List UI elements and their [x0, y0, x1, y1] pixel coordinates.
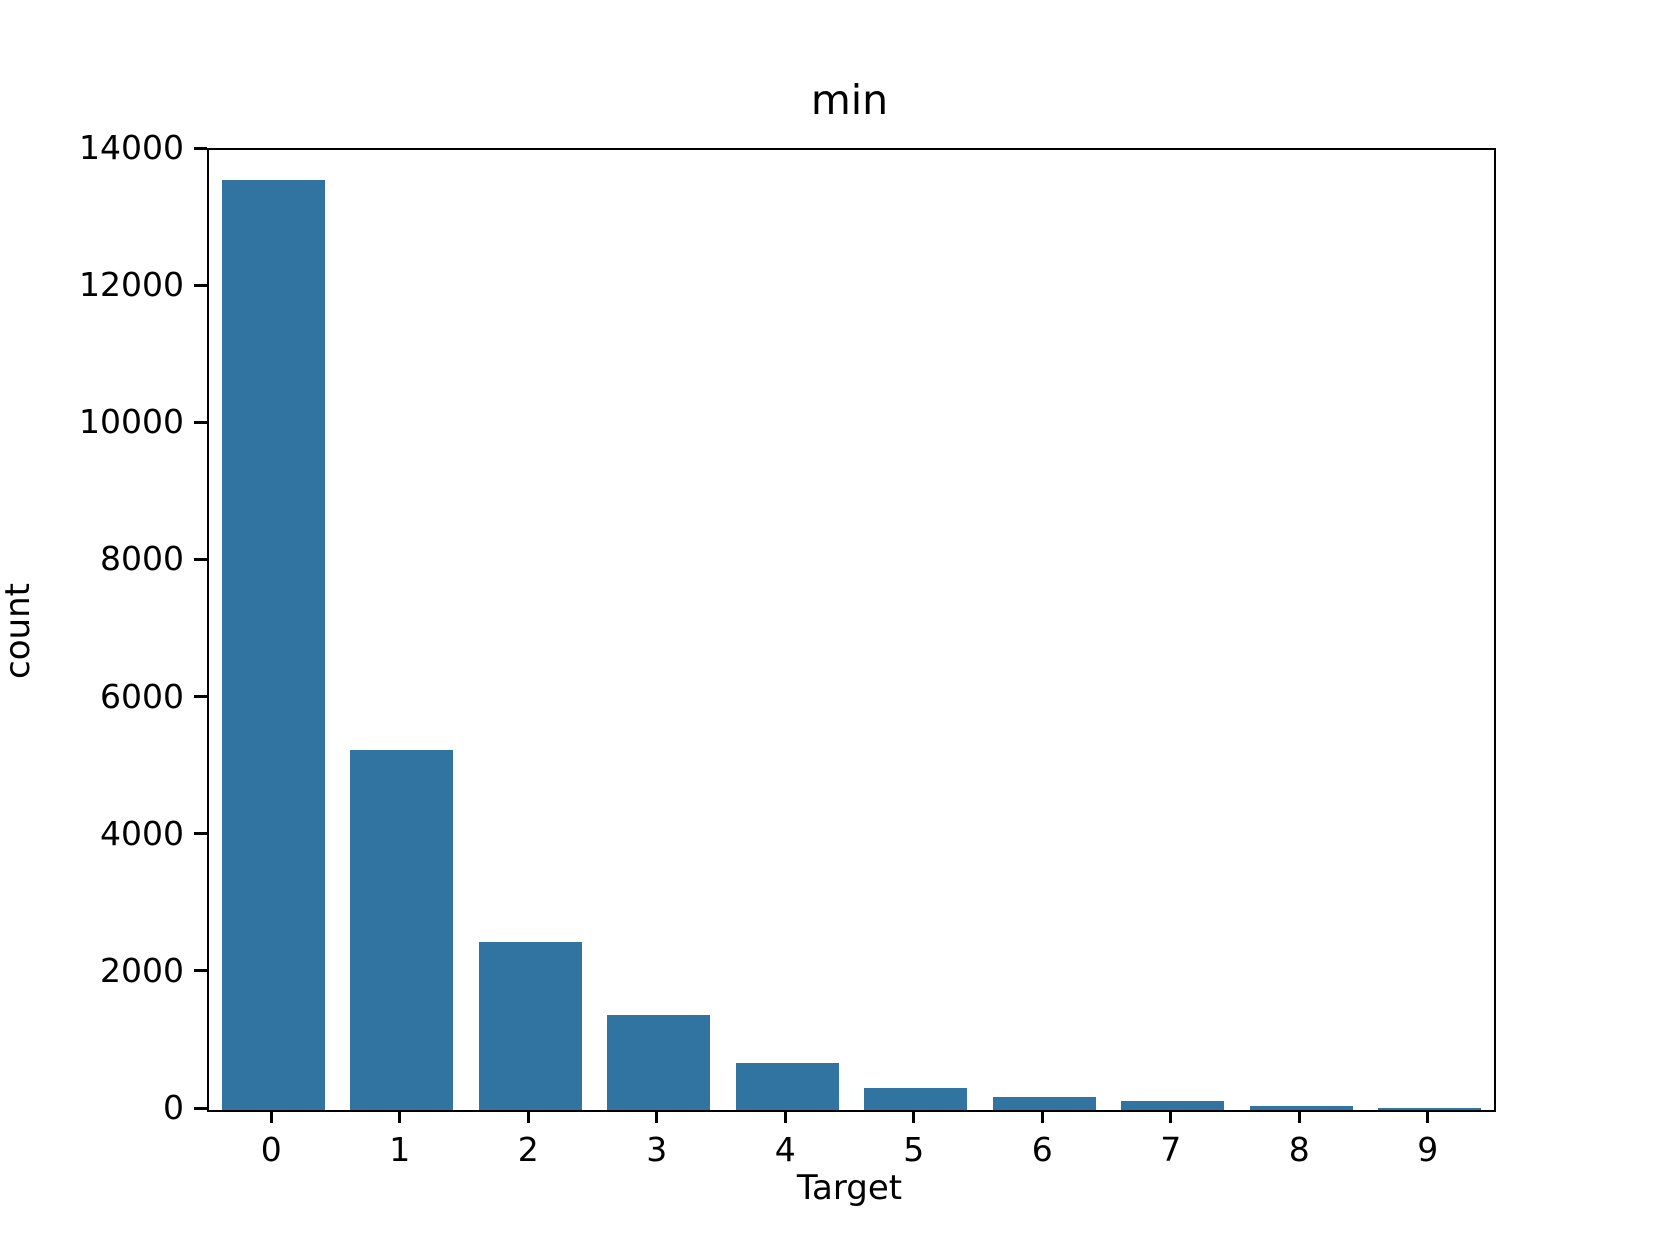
x-tick-label: 0 — [260, 1130, 282, 1169]
bar-9 — [1378, 1108, 1482, 1110]
y-tick-label: 0 — [163, 1088, 184, 1127]
y-tick-label: 10000 — [79, 402, 184, 442]
y-tick-mark — [194, 1106, 207, 1110]
y-tick-mark — [194, 557, 207, 561]
x-tick-label: 1 — [389, 1130, 411, 1169]
x-tick-label: 9 — [1417, 1130, 1439, 1169]
bar-4 — [735, 1062, 839, 1110]
x-tick-label: 4 — [774, 1130, 796, 1169]
bar-1 — [350, 750, 454, 1110]
bars-layer — [209, 150, 1494, 1110]
bar-8 — [1249, 1106, 1353, 1110]
x-tick-label: 3 — [646, 1130, 668, 1169]
x-tick-mark — [1040, 1110, 1044, 1123]
bar-2 — [478, 942, 582, 1110]
x-tick-mark — [912, 1110, 916, 1123]
x-tick-label: 7 — [1160, 1130, 1182, 1169]
y-tick-mark — [194, 420, 207, 424]
x-tick-mark — [526, 1110, 530, 1123]
y-tick-label: 6000 — [100, 676, 184, 716]
y-tick-mark — [194, 146, 207, 150]
y-tick-mark — [194, 283, 207, 287]
y-tick-label: 14000 — [79, 128, 184, 167]
bar-7 — [1121, 1101, 1225, 1110]
x-tick-label: 2 — [517, 1130, 539, 1169]
chart-title: min — [810, 76, 889, 124]
bar-0 — [221, 180, 325, 1110]
x-tick-label: 8 — [1288, 1130, 1310, 1169]
x-tick-mark — [398, 1110, 402, 1123]
y-tick-label: 8000 — [100, 539, 184, 579]
y-tick-mark — [194, 969, 207, 973]
x-axis-label: Target — [796, 1168, 903, 1208]
x-tick-label: 5 — [903, 1130, 925, 1169]
x-tick-label: 6 — [1031, 1130, 1053, 1169]
plot-area — [207, 148, 1496, 1112]
bar-6 — [992, 1096, 1096, 1110]
x-tick-mark — [1297, 1110, 1301, 1123]
y-tick-mark — [194, 832, 207, 836]
x-tick-mark — [655, 1110, 659, 1123]
x-tick-mark — [269, 1110, 273, 1123]
y-tick-label: 12000 — [79, 265, 184, 305]
y-tick-label: 4000 — [100, 813, 184, 853]
y-tick-mark — [194, 695, 207, 699]
x-tick-mark — [1426, 1110, 1430, 1123]
bar-3 — [607, 1015, 711, 1110]
x-tick-mark — [1169, 1110, 1173, 1123]
bar-5 — [864, 1088, 968, 1110]
x-tick-mark — [783, 1110, 787, 1123]
y-tick-label: 2000 — [100, 950, 184, 990]
